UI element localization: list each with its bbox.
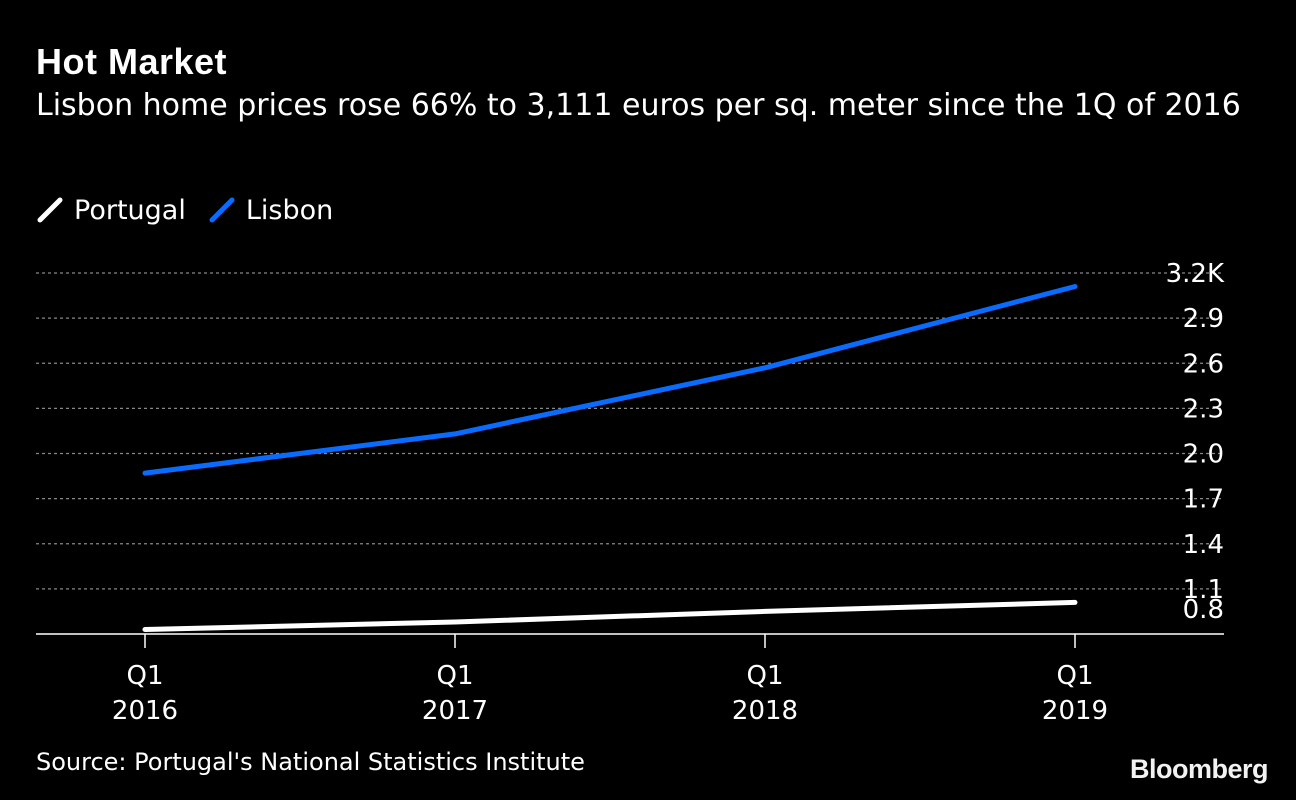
x-tick-label-year: 2016 [112, 696, 178, 726]
source-note: Source: Portugal's National Statistics I… [36, 748, 585, 776]
legend-label-portugal: Portugal [74, 194, 186, 226]
y-tick-label: 1.7 [1183, 485, 1224, 515]
y-tick-label: 2.9 [1183, 304, 1224, 334]
y-tick-label: 3.2K [1166, 259, 1225, 289]
x-tick-label-quarter: Q1 [126, 661, 163, 691]
chart-subtitle: Lisbon home prices rose 66% to 3,111 eur… [36, 88, 1241, 123]
legend-swatch-portugal-icon [37, 197, 63, 223]
x-tick-label-quarter: Q1 [746, 661, 783, 691]
x-tick-label-year: 2019 [1042, 696, 1108, 726]
legend-label-lisbon: Lisbon [245, 194, 334, 226]
bloomberg-logo: Bloomberg [1129, 754, 1269, 784]
series-line-lisbon [142, 284, 1078, 476]
x-tick-label-quarter: Q1 [1056, 661, 1093, 691]
chart-legend: Portugal Lisbon [36, 192, 355, 228]
y-tick-label: 2.3 [1183, 394, 1224, 424]
x-tick-label-year: 2018 [732, 696, 798, 726]
legend-item-lisbon: Lisbon [208, 195, 333, 226]
x-tick-label-year: 2017 [422, 696, 488, 726]
legend-swatch-lisbon-icon [209, 197, 235, 223]
series-line-portugal [142, 599, 1078, 632]
y-tick-label: 2.0 [1183, 440, 1224, 470]
chart-title: Hot Market [36, 41, 228, 82]
y-tick-label: 0.8 [1183, 595, 1224, 625]
y-tick-label: 1.4 [1183, 530, 1224, 560]
legend-item-portugal: Portugal [36, 195, 186, 226]
x-tick-label-quarter: Q1 [436, 661, 473, 691]
y-tick-label: 1.1 [1183, 575, 1224, 605]
y-tick-label: 2.6 [1183, 349, 1224, 379]
